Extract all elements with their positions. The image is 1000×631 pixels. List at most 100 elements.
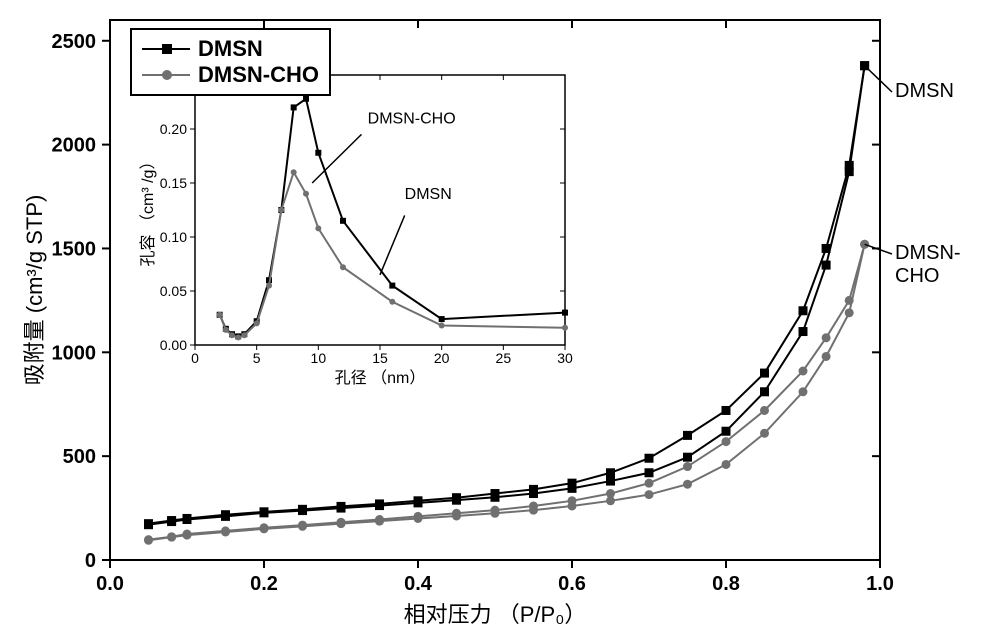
inset-dmsn-cho-marker xyxy=(229,332,235,338)
x-tick-label: 1.0 xyxy=(866,573,894,595)
dmsn-desorption-marker xyxy=(799,306,808,315)
dmsn-cho-desorption-marker xyxy=(606,489,615,498)
dmsn-cho-desorption-marker xyxy=(221,526,230,535)
dmsn-cho-desorption-marker xyxy=(799,367,808,376)
inset-dmsn-marker xyxy=(303,96,309,102)
legend-item-dmsn-cho: DMSN-CHO xyxy=(142,62,319,88)
dmsn-cho-desorption-marker xyxy=(491,506,500,515)
dmsn-desorption-marker xyxy=(606,468,615,477)
inset-annot-dmsn-cho: DMSN-CHO xyxy=(368,111,456,128)
dmsn-cho-desorption-marker xyxy=(260,523,269,532)
inset-dmsn-marker xyxy=(389,283,395,289)
legend-item-dmsn: DMSN xyxy=(142,36,319,62)
inset-y-tick: 0.15 xyxy=(160,175,187,191)
dmsn-cho-desorption-marker xyxy=(683,462,692,471)
dmsn-desorption-marker xyxy=(414,496,423,505)
inset-annot-dmsn: DMSN xyxy=(405,186,452,203)
inset-dmsn-cho-marker xyxy=(315,225,321,231)
chart-container: 0.00.20.40.60.81.005001000150020002500相对… xyxy=(0,0,1000,631)
inset-dmsn-cho-marker xyxy=(266,283,272,289)
dmsn-cho-adsorption-marker xyxy=(799,387,808,396)
dmsn-desorption-marker xyxy=(452,493,461,502)
x-tick-label: 0.4 xyxy=(404,573,433,595)
dmsn-desorption-marker xyxy=(337,502,346,511)
dmsn-desorption-marker xyxy=(144,519,153,528)
dmsn-desorption-marker xyxy=(568,479,577,488)
dmsn-cho-desorption-marker xyxy=(337,518,346,527)
x-axis-label: 相对压力 （P/P₀） xyxy=(404,602,587,627)
dmsn-cho-desorption-marker xyxy=(144,535,153,544)
inset-x-tick: 0 xyxy=(191,350,199,366)
inset-dmsn-cho-marker xyxy=(303,191,309,197)
dmsn-adsorption-marker xyxy=(760,387,769,396)
inset-y-tick: 0.10 xyxy=(160,229,187,245)
dmsn-adsorption-marker xyxy=(822,261,831,270)
dmsn-cho-adsorption-marker xyxy=(822,352,831,361)
dmsn-adsorption-marker xyxy=(606,477,615,486)
dmsn-desorption-marker xyxy=(260,507,269,516)
y-tick-label: 2500 xyxy=(52,31,97,53)
endpoint-label-dmsn: DMSN xyxy=(895,80,954,103)
inset-x-label: 孔径 （nm） xyxy=(335,369,426,387)
dmsn-cho-desorption-marker xyxy=(375,515,384,524)
y-tick-label: 1500 xyxy=(52,238,97,260)
inset-dmsn-cho-marker xyxy=(223,327,229,333)
dmsn-desorption-marker xyxy=(375,499,384,508)
dmsn-cho-adsorption-marker xyxy=(683,480,692,489)
dmsn-cho-desorption-marker xyxy=(529,502,538,511)
inset-x-tick: 5 xyxy=(253,350,261,366)
endpoint-label-dmsn-cho: DMSN-CHO xyxy=(895,242,1000,288)
inset-x-tick: 25 xyxy=(496,350,512,366)
dmsn-desorption-marker xyxy=(491,489,500,498)
inset-y-label: 孔容 （cm³ /g） xyxy=(139,154,157,267)
inset-y-tick: 0.00 xyxy=(160,337,187,353)
dmsn-cho-desorption-marker xyxy=(568,496,577,505)
dmsn-cho-adsorption-marker xyxy=(845,308,854,317)
dmsn-cho-desorption-marker xyxy=(452,509,461,518)
dmsn-desorption-marker xyxy=(221,510,230,519)
inset-dmsn-cho-marker xyxy=(291,169,297,175)
inset-x-tick: 30 xyxy=(557,350,573,366)
inset-dmsn-cho-marker xyxy=(439,323,445,329)
x-tick-label: 0.8 xyxy=(712,573,740,595)
x-tick-label: 0.2 xyxy=(250,573,278,595)
dmsn-adsorption-marker xyxy=(683,453,692,462)
inset-x-tick: 15 xyxy=(372,350,388,366)
inset-y-tick: 0.05 xyxy=(160,283,187,299)
inset-x-tick: 20 xyxy=(434,350,450,366)
inset-dmsn-cho-marker xyxy=(389,299,395,305)
dmsn-adsorption-marker xyxy=(799,327,808,336)
dmsn-cho-adsorption-marker xyxy=(722,460,731,469)
y-tick-label: 500 xyxy=(63,446,96,468)
dmsn-cho-adsorption-marker xyxy=(645,490,654,499)
inset-dmsn-cho-marker xyxy=(241,332,247,338)
dmsn-cho-desorption-marker xyxy=(167,532,176,541)
inset-dmsn-cho-marker xyxy=(340,264,346,270)
inset-dmsn-marker xyxy=(562,310,568,316)
inset-dmsn-marker xyxy=(340,218,346,224)
y-axis-label: 吸附量 (cm³/g STP) xyxy=(22,195,47,386)
inset-dmsn-marker xyxy=(439,316,445,322)
inset-x-tick: 10 xyxy=(311,350,327,366)
inset-dmsn-cho-marker xyxy=(254,320,260,326)
dmsn-cho-desorption-marker xyxy=(414,512,423,521)
inset-dmsn-cho-marker xyxy=(562,325,568,331)
dmsn-desorption-marker xyxy=(529,485,538,494)
dmsn-desorption-marker xyxy=(683,431,692,440)
x-tick-label: 0.0 xyxy=(96,573,124,595)
dmsn-desorption-marker xyxy=(298,505,307,514)
dmsn-desorption-marker xyxy=(645,454,654,463)
dmsn-desorption-marker xyxy=(722,406,731,415)
dmsn-cho-desorption-marker xyxy=(183,530,192,539)
inset-dmsn-marker xyxy=(315,150,321,156)
inset-y-tick: 0.20 xyxy=(160,121,187,137)
y-tick-label: 0 xyxy=(85,550,96,572)
y-tick-label: 1000 xyxy=(52,342,97,364)
dmsn-adsorption-marker xyxy=(722,427,731,436)
dmsn-cho-desorption-marker xyxy=(298,521,307,530)
inset-dmsn-cho-marker xyxy=(217,312,223,318)
dmsn-cho-desorption-marker xyxy=(645,479,654,488)
dmsn-cho-desorption-marker xyxy=(760,406,769,415)
dmsn-cho-desorption-marker xyxy=(845,296,854,305)
dmsn-desorption-marker xyxy=(822,244,831,253)
